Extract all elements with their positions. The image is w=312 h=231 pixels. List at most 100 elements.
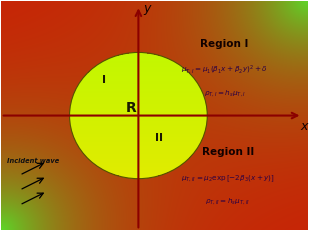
- Polygon shape: [84, 153, 193, 154]
- Polygon shape: [74, 94, 203, 95]
- Polygon shape: [107, 171, 170, 172]
- Polygon shape: [92, 162, 185, 163]
- Polygon shape: [98, 166, 179, 167]
- Polygon shape: [76, 140, 202, 142]
- Polygon shape: [70, 125, 207, 126]
- Polygon shape: [115, 174, 162, 176]
- Polygon shape: [99, 167, 178, 168]
- Polygon shape: [78, 84, 198, 85]
- Polygon shape: [71, 126, 206, 127]
- Polygon shape: [112, 173, 165, 174]
- Polygon shape: [72, 97, 204, 98]
- Polygon shape: [70, 110, 207, 111]
- Polygon shape: [99, 63, 178, 64]
- Polygon shape: [70, 121, 207, 122]
- Polygon shape: [105, 60, 172, 61]
- Polygon shape: [86, 156, 190, 158]
- Polygon shape: [70, 115, 207, 116]
- Polygon shape: [80, 82, 197, 83]
- Polygon shape: [72, 131, 205, 132]
- Polygon shape: [71, 102, 206, 103]
- Polygon shape: [73, 134, 204, 135]
- Polygon shape: [85, 155, 191, 156]
- Text: $\mu_{T,II} = \mu_2 \exp\left[-2\beta_3\left(x+y\right)\right]$: $\mu_{T,II} = \mu_2 \exp\left[-2\beta_3\…: [181, 173, 275, 184]
- Polygon shape: [70, 108, 207, 109]
- Polygon shape: [78, 85, 199, 86]
- Text: $y$: $y$: [144, 3, 153, 17]
- Polygon shape: [119, 55, 158, 56]
- Polygon shape: [74, 93, 203, 94]
- Polygon shape: [81, 150, 196, 151]
- Polygon shape: [75, 92, 202, 93]
- Polygon shape: [86, 74, 190, 75]
- Text: $\mu_{T,I} = \mu_1(\beta_1 x + \beta_2 y)^2 + \delta$: $\mu_{T,I} = \mu_1(\beta_1 x + \beta_2 y…: [181, 64, 268, 76]
- Polygon shape: [70, 113, 207, 114]
- Polygon shape: [78, 146, 198, 147]
- Polygon shape: [80, 148, 197, 149]
- Polygon shape: [92, 68, 185, 69]
- Polygon shape: [71, 128, 206, 129]
- Text: I: I: [102, 76, 106, 85]
- Text: $\rho_{T,II} = h_s\mu_{T,II}$: $\rho_{T,II} = h_s\mu_{T,II}$: [205, 196, 250, 206]
- Polygon shape: [72, 132, 205, 133]
- Polygon shape: [76, 90, 202, 91]
- Polygon shape: [101, 62, 176, 63]
- Polygon shape: [74, 136, 203, 137]
- Polygon shape: [79, 83, 198, 84]
- Polygon shape: [110, 172, 167, 173]
- Polygon shape: [70, 112, 207, 113]
- Polygon shape: [90, 70, 187, 72]
- Polygon shape: [123, 54, 154, 55]
- Polygon shape: [70, 116, 207, 117]
- Polygon shape: [80, 149, 197, 150]
- Polygon shape: [101, 168, 176, 169]
- Polygon shape: [91, 161, 186, 162]
- Polygon shape: [77, 144, 200, 145]
- Polygon shape: [72, 133, 204, 134]
- Polygon shape: [79, 147, 198, 148]
- Polygon shape: [71, 101, 206, 102]
- Polygon shape: [71, 104, 206, 106]
- Polygon shape: [83, 152, 194, 153]
- Polygon shape: [70, 118, 207, 119]
- Text: $\rho_{T,I} = h_s\mu_{T,I}$: $\rho_{T,I} = h_s\mu_{T,I}$: [204, 88, 246, 98]
- Polygon shape: [75, 91, 202, 92]
- Polygon shape: [91, 69, 186, 70]
- Polygon shape: [70, 120, 207, 121]
- Polygon shape: [71, 129, 206, 130]
- Polygon shape: [71, 103, 206, 104]
- Polygon shape: [123, 176, 154, 178]
- Polygon shape: [71, 100, 205, 101]
- Polygon shape: [96, 65, 181, 66]
- Polygon shape: [90, 160, 187, 161]
- Polygon shape: [73, 135, 204, 136]
- Polygon shape: [75, 138, 202, 140]
- Polygon shape: [89, 158, 188, 160]
- Text: $x$: $x$: [300, 121, 310, 134]
- Polygon shape: [76, 143, 200, 144]
- Text: Region I: Region I: [200, 39, 249, 49]
- Polygon shape: [85, 154, 192, 155]
- Polygon shape: [74, 137, 203, 138]
- Polygon shape: [107, 59, 170, 60]
- Polygon shape: [129, 52, 147, 54]
- Polygon shape: [70, 109, 207, 110]
- Polygon shape: [96, 165, 181, 166]
- Polygon shape: [77, 86, 200, 88]
- Polygon shape: [73, 96, 204, 97]
- Polygon shape: [70, 111, 207, 112]
- Polygon shape: [70, 124, 207, 125]
- Polygon shape: [93, 67, 183, 68]
- Polygon shape: [80, 81, 197, 82]
- Polygon shape: [76, 142, 201, 143]
- Text: Incident wave: Incident wave: [7, 158, 59, 164]
- Polygon shape: [70, 119, 207, 120]
- Polygon shape: [85, 75, 191, 76]
- Polygon shape: [70, 106, 207, 108]
- Polygon shape: [70, 117, 207, 118]
- Polygon shape: [83, 78, 194, 79]
- Polygon shape: [78, 145, 199, 146]
- Text: II: II: [155, 133, 163, 143]
- Polygon shape: [105, 170, 172, 171]
- Polygon shape: [95, 66, 182, 67]
